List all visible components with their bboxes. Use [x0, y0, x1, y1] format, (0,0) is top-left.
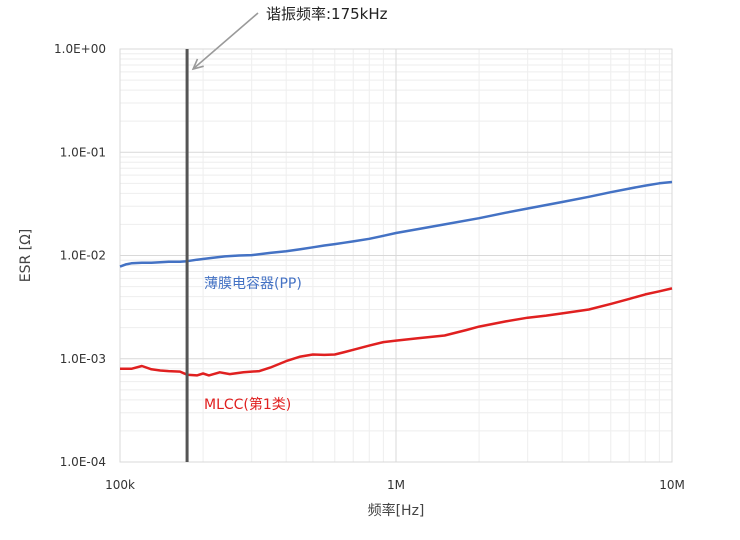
resonance-annotation-text: 谐振频率:175kHz — [266, 5, 388, 23]
x-tick-label: 1M — [387, 478, 405, 492]
series-line-1 — [120, 287, 673, 377]
y-tick-label: 1.0E-02 — [60, 249, 106, 263]
series-line-0 — [119, 180, 673, 268]
x-tick-label: 100k — [105, 478, 135, 492]
y-tick-label: 1.0E-04 — [60, 455, 106, 469]
annotation-arrow — [192, 12, 259, 70]
plot-frame — [119, 48, 673, 463]
series-lines — [119, 180, 673, 377]
resonance-annotation: 谐振频率:175kHz — [191, 5, 388, 71]
y-tick-label: 1.0E+00 — [54, 42, 106, 56]
x-axis-title: 频率[Hz] — [368, 502, 425, 519]
y-tick-label: 1.0E-01 — [60, 145, 106, 159]
series-label-0: 薄膜电容器(PP) — [204, 275, 302, 292]
x-tick-label: 10M — [659, 478, 685, 492]
y-tick-label: 1.0E-03 — [60, 352, 106, 366]
y-tick-labels: 1.0E+00 1.0E-01 1.0E-02 1.0E-03 1.0E-04 — [54, 42, 106, 469]
x-tick-labels: 100k 1M 10M — [105, 478, 685, 492]
y-axis-title: ESR [Ω] — [18, 229, 34, 283]
series-label-1: MLCC(第1类) — [204, 396, 291, 413]
series-labels: 薄膜电容器(PP) MLCC(第1类) — [204, 275, 302, 413]
annotation-arrow-head — [191, 58, 204, 71]
